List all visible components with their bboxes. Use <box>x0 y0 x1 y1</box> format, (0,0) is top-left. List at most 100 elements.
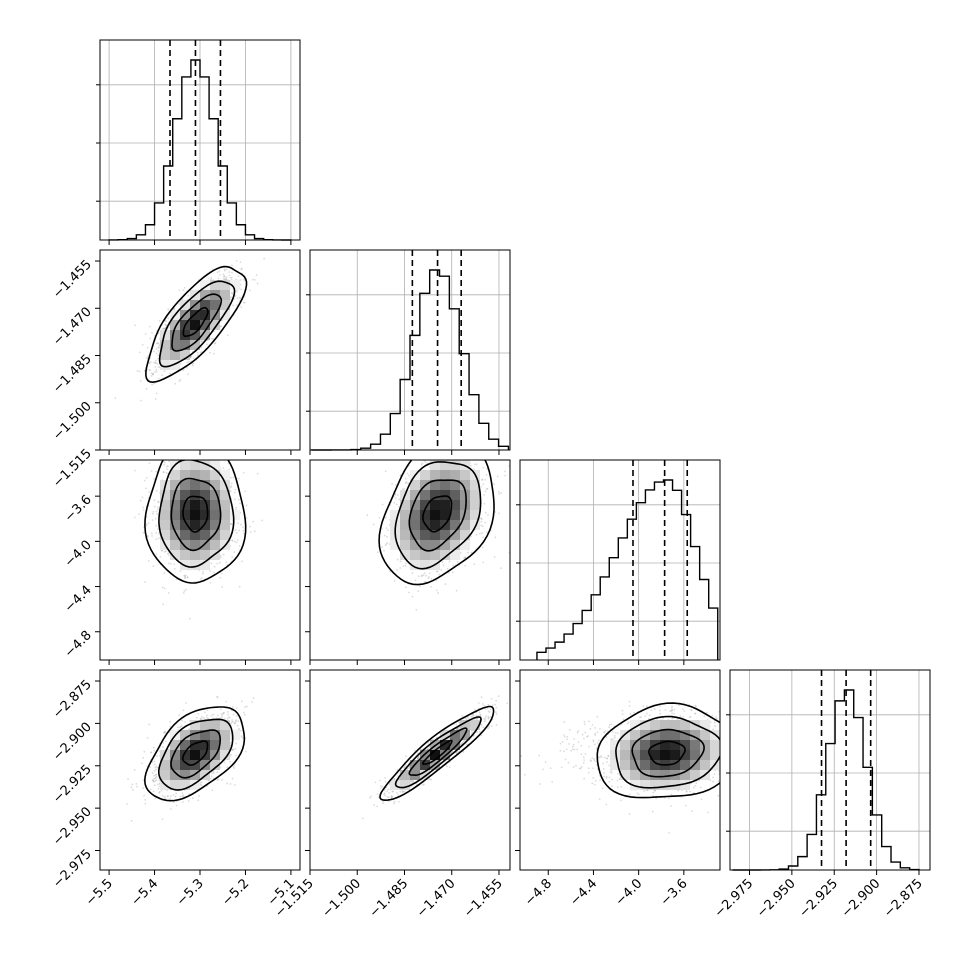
sample-point <box>153 760 156 763</box>
density-cell <box>230 510 240 520</box>
sample-point <box>251 278 254 281</box>
density-cell <box>430 470 440 480</box>
sample-point <box>383 534 386 537</box>
sample-point <box>391 482 393 485</box>
sample-point <box>183 575 186 578</box>
sample-point <box>470 535 473 538</box>
sample-point <box>142 531 145 534</box>
density-cell <box>180 350 190 360</box>
sample-point <box>218 454 220 456</box>
density-cell <box>160 520 170 530</box>
sample-point <box>242 529 245 532</box>
sample-point <box>219 556 222 559</box>
density-cell <box>440 470 450 480</box>
sample-point <box>231 749 234 751</box>
sample-point <box>480 485 483 488</box>
sample-point <box>201 572 204 575</box>
density-cell <box>220 300 230 310</box>
sample-point <box>487 514 489 516</box>
density-cell <box>160 350 170 360</box>
density-cell <box>210 480 220 490</box>
sample-point <box>440 569 443 571</box>
sample-point <box>179 443 181 445</box>
sample-point <box>210 337 213 340</box>
sample-point <box>158 346 160 349</box>
sample-point <box>126 802 128 805</box>
sample-point <box>463 556 465 559</box>
sample-point <box>233 498 236 501</box>
sample-point <box>411 572 414 574</box>
density-cell <box>180 540 190 550</box>
sample-point <box>177 444 179 446</box>
sample-point <box>453 438 455 440</box>
sample-point <box>139 499 142 502</box>
sample-point <box>186 576 189 579</box>
sample-point <box>182 592 185 594</box>
sample-point <box>216 771 219 773</box>
sample-point <box>147 559 150 562</box>
sample-point <box>163 572 166 574</box>
sample-point <box>470 464 472 467</box>
sample-point <box>223 275 226 278</box>
density-cell <box>440 460 450 470</box>
sample-point <box>493 483 496 485</box>
sample-point <box>459 551 462 554</box>
sample-point <box>166 468 169 470</box>
sample-point <box>164 323 167 326</box>
sample-point <box>153 505 156 508</box>
sample-point <box>155 552 158 555</box>
sample-point <box>138 351 141 354</box>
sample-point <box>179 378 182 381</box>
sample-point <box>421 574 423 577</box>
sample-point <box>168 554 170 557</box>
sample-point <box>148 723 151 726</box>
sample-point <box>235 454 237 456</box>
sample-point <box>232 476 235 479</box>
sample-point <box>151 383 154 386</box>
sample-point <box>485 474 488 476</box>
sample-point <box>240 735 243 738</box>
sample-point <box>476 463 478 465</box>
sample-point <box>231 271 233 274</box>
hist-frame-2 <box>519 459 721 661</box>
sample-point <box>458 445 460 447</box>
sample-point <box>196 351 199 354</box>
sample-point <box>395 483 397 486</box>
sample-point <box>152 746 155 749</box>
density-cell <box>450 550 460 560</box>
sample-point <box>482 561 485 564</box>
sample-point <box>500 567 502 569</box>
sample-point <box>197 354 199 357</box>
sample-point <box>236 290 238 293</box>
sample-point <box>146 356 148 359</box>
sample-point <box>154 366 157 368</box>
sample-point <box>182 448 184 450</box>
sample-point <box>237 522 239 525</box>
sample-point <box>256 472 259 475</box>
sample-point <box>150 374 153 377</box>
sample-point <box>158 344 161 347</box>
sample-point <box>155 773 158 776</box>
density-cell <box>390 540 400 550</box>
density-cell <box>430 530 440 540</box>
density-cell <box>430 540 440 550</box>
sample-point <box>155 525 158 527</box>
density-cell <box>180 510 190 520</box>
sample-point <box>236 297 239 300</box>
density-cell <box>170 470 180 480</box>
density-cell <box>190 460 200 470</box>
density-cell <box>410 480 420 490</box>
sample-point <box>153 361 156 364</box>
sample-point <box>182 289 185 292</box>
sample-point <box>484 521 487 524</box>
density-cell <box>200 500 210 510</box>
sample-point <box>428 572 431 575</box>
density-cell <box>200 540 210 550</box>
sample-point <box>167 308 170 311</box>
sample-point <box>148 369 151 372</box>
sample-point <box>155 392 158 395</box>
contour-2-1-0 <box>422 495 453 533</box>
sample-point <box>154 398 157 400</box>
sample-point <box>191 362 194 365</box>
sample-point <box>419 585 421 588</box>
